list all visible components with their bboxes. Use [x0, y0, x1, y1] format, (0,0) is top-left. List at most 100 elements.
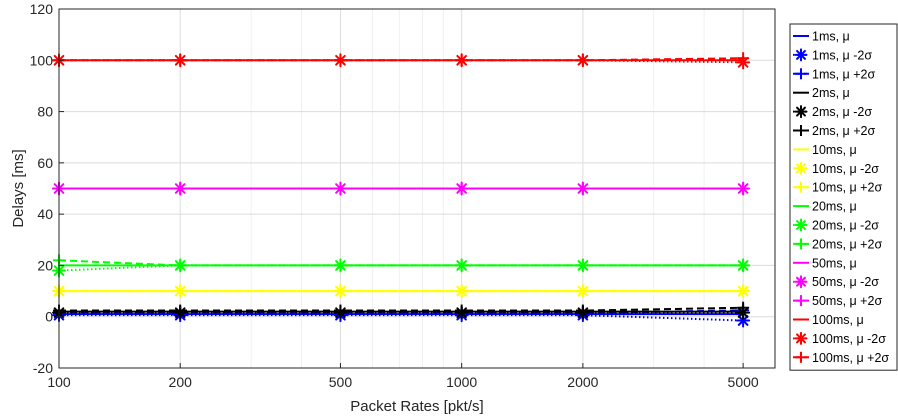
data-point: [334, 304, 347, 317]
y-tick-label: 120: [30, 1, 54, 17]
data-point: [174, 54, 187, 67]
y-tick-label: 60: [37, 155, 53, 171]
legend-label: 100ms, μ +2σ: [812, 351, 889, 365]
series-layer: [52, 52, 751, 328]
x-tick-label: 200: [169, 374, 193, 390]
data-point: [174, 182, 187, 195]
legend-label: 1ms, μ: [812, 30, 850, 44]
legend-label: 2ms, μ: [812, 86, 850, 100]
data-point: [795, 125, 807, 136]
legend-label: 50ms, μ +2σ: [812, 294, 882, 308]
data-point: [334, 285, 347, 298]
y-tick-label: 100: [30, 52, 54, 68]
data-point: [334, 182, 347, 195]
legend-label: 100ms, μ -2σ: [812, 332, 886, 346]
series-line: [58, 264, 744, 272]
data-point: [334, 259, 347, 272]
data-point: [174, 304, 187, 317]
data-point: [795, 295, 807, 307]
legend-label: 10ms, μ -2σ: [812, 162, 879, 176]
data-point: [174, 259, 187, 272]
legend-label: 20ms, μ -2σ: [812, 219, 879, 233]
legend-label: 10ms, μ +2σ: [812, 181, 882, 195]
legend-item: 2ms, μ +2σ: [793, 124, 875, 138]
data-point: [576, 285, 589, 298]
series-line: [58, 259, 744, 267]
data-point: [794, 218, 808, 232]
legend-item: 2ms, μ: [793, 86, 850, 100]
legend-item: 50ms, μ: [793, 256, 857, 270]
legend-item: 50ms, μ -2σ: [793, 275, 879, 289]
data-point: [737, 182, 750, 195]
data-point: [576, 54, 589, 67]
data-point: [174, 285, 187, 298]
legend-item: 1ms, μ +2σ: [793, 67, 875, 81]
data-point: [455, 285, 468, 298]
x-tick-label: 2000: [567, 374, 598, 390]
series-line: [59, 57, 744, 62]
legend-item: 100ms, μ +2σ: [793, 351, 889, 365]
x-tick-label: 100: [47, 374, 71, 390]
y-tick-label: 20: [37, 257, 53, 273]
ticks: 100 200 500 1000 2000 5000 -20 0 20 40 60 80 100 120: [30, 1, 759, 390]
y-tick-label: -20: [33, 360, 53, 376]
legend-label: 1ms, μ -2σ: [812, 48, 872, 62]
legend-label: 20ms, μ: [812, 200, 857, 214]
series-11: [53, 254, 750, 272]
legend-label: 50ms, μ -2σ: [812, 275, 879, 289]
legend-label: 100ms, μ: [812, 313, 864, 327]
legend-item: 20ms, μ +2σ: [793, 237, 882, 251]
data-point: [455, 54, 468, 67]
y-tick-label: 40: [37, 206, 53, 222]
legend-item: 100ms, μ: [793, 313, 864, 327]
legend-item: 2ms, μ -2σ: [793, 105, 872, 119]
data-point: [795, 181, 807, 193]
legend-label: 1ms, μ +2σ: [812, 67, 875, 81]
legend-label: 10ms, μ: [812, 143, 857, 157]
series-17: [53, 52, 750, 67]
data-point: [737, 301, 750, 314]
data-point: [794, 48, 808, 62]
legend-box: [789, 23, 898, 371]
data-point: [455, 304, 468, 317]
data-point: [795, 238, 807, 250]
data-point: [455, 182, 468, 195]
legend-item: 10ms, μ +2σ: [793, 181, 882, 195]
legend-label: 2ms, μ -2σ: [812, 105, 872, 119]
y-axis-label: Delays [ms]: [10, 149, 27, 227]
legend-item: 10ms, μ -2σ: [793, 161, 879, 176]
data-point: [794, 161, 808, 175]
data-point: [576, 304, 589, 317]
legend-item: 20ms, μ: [793, 200, 857, 214]
data-point: [794, 275, 808, 289]
legend-item: 1ms, μ -2σ: [793, 48, 872, 62]
y-tick-label: 80: [37, 104, 53, 120]
data-point: [795, 351, 807, 363]
x-tick-label: 1000: [446, 374, 477, 390]
plot-frame: [58, 8, 776, 369]
series-line: [59, 314, 744, 322]
legend-item: 100ms, μ -2σ: [793, 331, 886, 346]
data-point: [576, 182, 589, 195]
legend-item: 50ms, μ +2σ: [793, 294, 882, 308]
legend: 1ms, μ 1ms, μ -2σ 1ms, μ +2σ 2ms, μ 2ms, μ -…: [789, 23, 898, 371]
legend-label: 20ms, μ +2σ: [812, 237, 882, 251]
x-tick-label: 500: [329, 374, 353, 390]
data-point: [794, 331, 808, 345]
series-line: [59, 306, 744, 312]
legend-item: 20ms, μ -2σ: [793, 218, 879, 233]
data-point: [795, 68, 807, 80]
y-tick-label: 0: [45, 309, 53, 325]
legend-label: 2ms, μ +2σ: [812, 124, 875, 138]
data-point: [576, 259, 589, 272]
legend-item: 1ms, μ: [793, 30, 850, 44]
x-tick-label: 5000: [728, 374, 759, 390]
data-point: [737, 285, 750, 298]
data-point: [737, 259, 750, 272]
data-point: [455, 259, 468, 272]
data-point: [334, 54, 347, 67]
data-point: [794, 105, 808, 119]
data-point: [737, 52, 750, 65]
legend-item: 10ms, μ: [793, 143, 857, 157]
